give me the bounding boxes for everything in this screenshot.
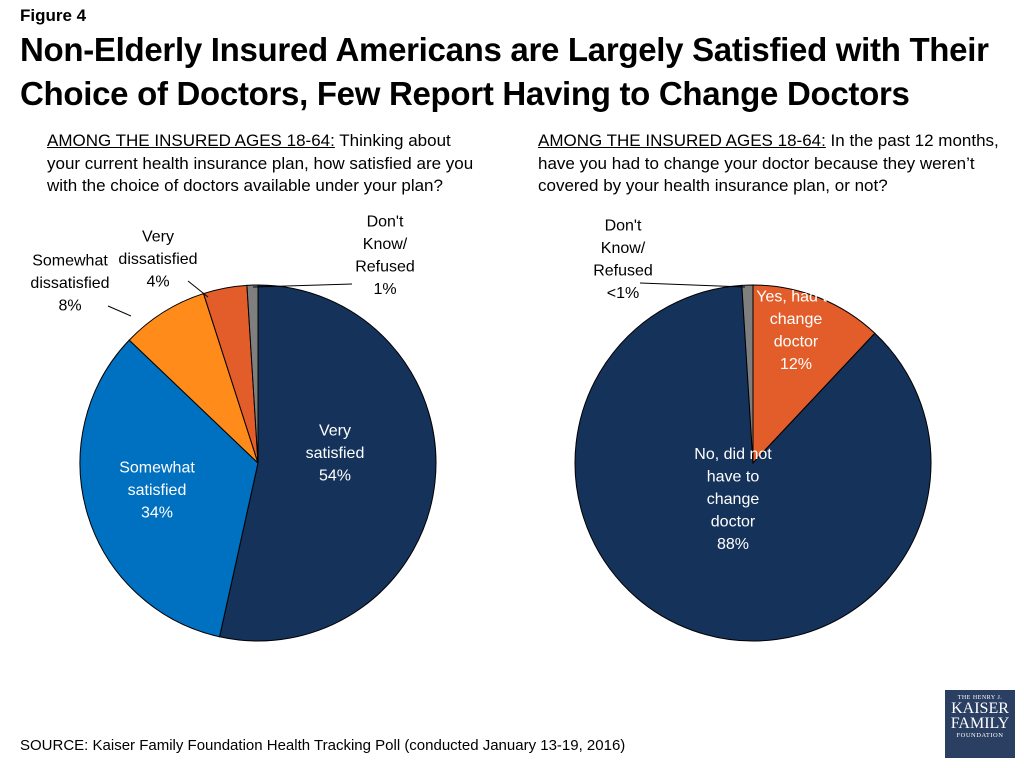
pie1-slice-5 [246,284,259,464]
pie1-label-4-line-3: 4% [146,274,169,291]
pie1-label-5-line-2: Know/ [363,236,408,253]
pie2-label-1-line-3: doctor [774,333,819,350]
pie2-label-2-line-2: have to [707,469,760,486]
pie1-label-4: Very dissatisfied 4% [118,229,197,291]
pie1-label-5: Don't Know/Refused 1% [355,213,415,297]
question-left-prefix: AMONG THE INSURED AGES 18-64: [47,131,335,150]
page-title: Non-Elderly Insured Americans are Largel… [20,31,989,112]
pie1-label-2: Somewhat satisfied 34% [119,460,195,522]
pie1-leader-4 [187,280,209,298]
pie2-label-1: Yes, had to change doctor 12% [756,288,836,373]
question-right-prefix: AMONG THE INSURED AGES 18-64: [538,131,826,150]
logo-line2: KAISER [951,700,1009,717]
question-right-text: In the past 12 months, have you had to c… [538,131,999,195]
pie2-slice-2 [574,284,932,642]
pie2-label-1-line-4: 12% [780,356,812,373]
pie2-label-2-line-5: 88% [717,536,749,553]
pie1-label-3-line-2: dissatisfied [30,275,109,292]
question-left: AMONG THE INSURED AGES 18-64: Thinking a… [47,130,487,198]
pie2-label-2: No, did not have to change doctor 88% [694,446,772,553]
logo-line3: FAMILY [950,715,1010,732]
pie2-leader-3 [639,282,746,288]
pie1-slice-2 [79,339,259,638]
pie2-label-3-line-1: Don't [605,217,642,234]
source-note: SOURCE: Kaiser Family Foundation Health … [20,737,626,754]
question-right: AMONG THE INSURED AGES 18-64: In the pas… [538,130,1008,198]
question-left-text: Thinking about your current health insur… [47,131,474,195]
pie2-label-1-line-1: Yes, had to [756,288,836,305]
pie1-label-2-line-2: satisfied [128,482,187,499]
logo-line1: THE HENRY J. [957,695,1003,701]
pie2-label-2-line-4: doctor [711,514,756,531]
pie1-label-4-line-1: Very [142,229,174,246]
pie1-label-1-line-1: Very [319,423,351,440]
pie1-label-3: Somewhat dissatisfied 8% [30,253,109,315]
pie1-label-1-line-2: satisfied [306,445,365,462]
pie2-label-2-line-3: change [707,491,760,508]
pie1-leader-3 [107,305,132,317]
pie1-label-2-line-1: Somewhat [119,460,195,477]
logo-line4: FOUNDATION [956,732,1004,739]
pie2-label-3-line-4: <1% [607,285,639,302]
pie2-slice-3 [741,284,754,464]
figure-label: Figure 4 [20,6,87,25]
pie1-label-5-line-4: 1% [373,281,396,298]
pie1-leader-5 [252,283,353,288]
pie1-label-1-line-3: 54% [319,468,351,485]
pie1-label-5-line-3: Refused [355,258,415,275]
pie2-label-3-line-2: Know/ [601,240,646,257]
pie2-label-1-line-2: change [770,311,823,328]
pie1-slice-1 [218,284,437,642]
kff-logo: THE HENRY J. KAISER FAMILY FOUNDATION [945,690,1015,758]
pie2-slice-1 [752,284,876,465]
pie1-label-1: Very satisfied 54% [306,423,365,485]
pie1-label-4-line-2: dissatisfied [118,251,197,268]
pie1-label-2-line-3: 34% [141,505,173,522]
pie1-label-5-line-1: Don't [367,213,404,230]
pie2-label-2-line-1: No, did not [694,446,772,463]
pie2-label-3: Don't Know/Refused <1% [593,217,653,301]
pie2-label-3-line-3: Refused [593,262,653,279]
pie1-label-3-line-1: Somewhat [32,253,108,270]
pie1-label-3-line-3: 8% [58,298,81,315]
